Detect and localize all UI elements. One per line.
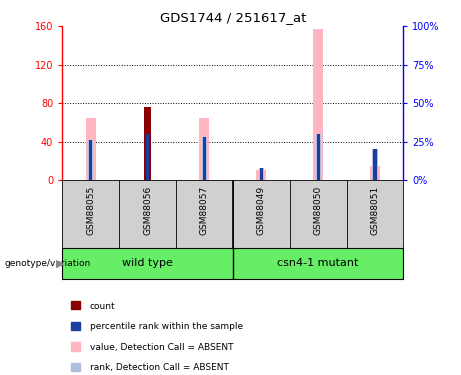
Bar <box>372 149 378 180</box>
Text: ▶: ▶ <box>56 258 65 268</box>
Text: GSM88056: GSM88056 <box>143 185 152 235</box>
Text: csn4-1 mutant: csn4-1 mutant <box>278 258 359 268</box>
Text: value, Detection Call = ABSENT: value, Detection Call = ABSENT <box>90 343 233 352</box>
Text: percentile rank within the sample: percentile rank within the sample <box>90 322 243 331</box>
Text: GSM88057: GSM88057 <box>200 185 209 235</box>
Bar <box>256 170 266 180</box>
Bar <box>373 149 377 180</box>
Bar <box>146 134 149 180</box>
Bar <box>315 134 321 180</box>
Bar <box>199 117 209 180</box>
Bar <box>203 137 206 180</box>
Text: GSM88055: GSM88055 <box>86 185 95 235</box>
Bar <box>88 140 93 180</box>
Text: GSM88051: GSM88051 <box>371 185 379 235</box>
Bar <box>259 168 264 180</box>
Title: GDS1744 / 251617_at: GDS1744 / 251617_at <box>160 11 306 24</box>
Bar <box>89 140 92 180</box>
Text: count: count <box>90 302 116 310</box>
Bar <box>370 166 380 180</box>
Text: genotype/variation: genotype/variation <box>5 259 91 268</box>
Text: wild type: wild type <box>122 258 173 268</box>
Text: rank, Detection Call = ABSENT: rank, Detection Call = ABSENT <box>90 363 229 372</box>
Text: GSM88049: GSM88049 <box>257 185 266 234</box>
Bar <box>202 137 207 180</box>
Bar <box>144 107 151 180</box>
Bar <box>313 29 323 180</box>
Bar <box>260 168 263 180</box>
Bar <box>145 134 150 180</box>
Bar <box>86 117 96 180</box>
Text: GSM88050: GSM88050 <box>313 185 323 235</box>
Bar <box>317 134 319 180</box>
